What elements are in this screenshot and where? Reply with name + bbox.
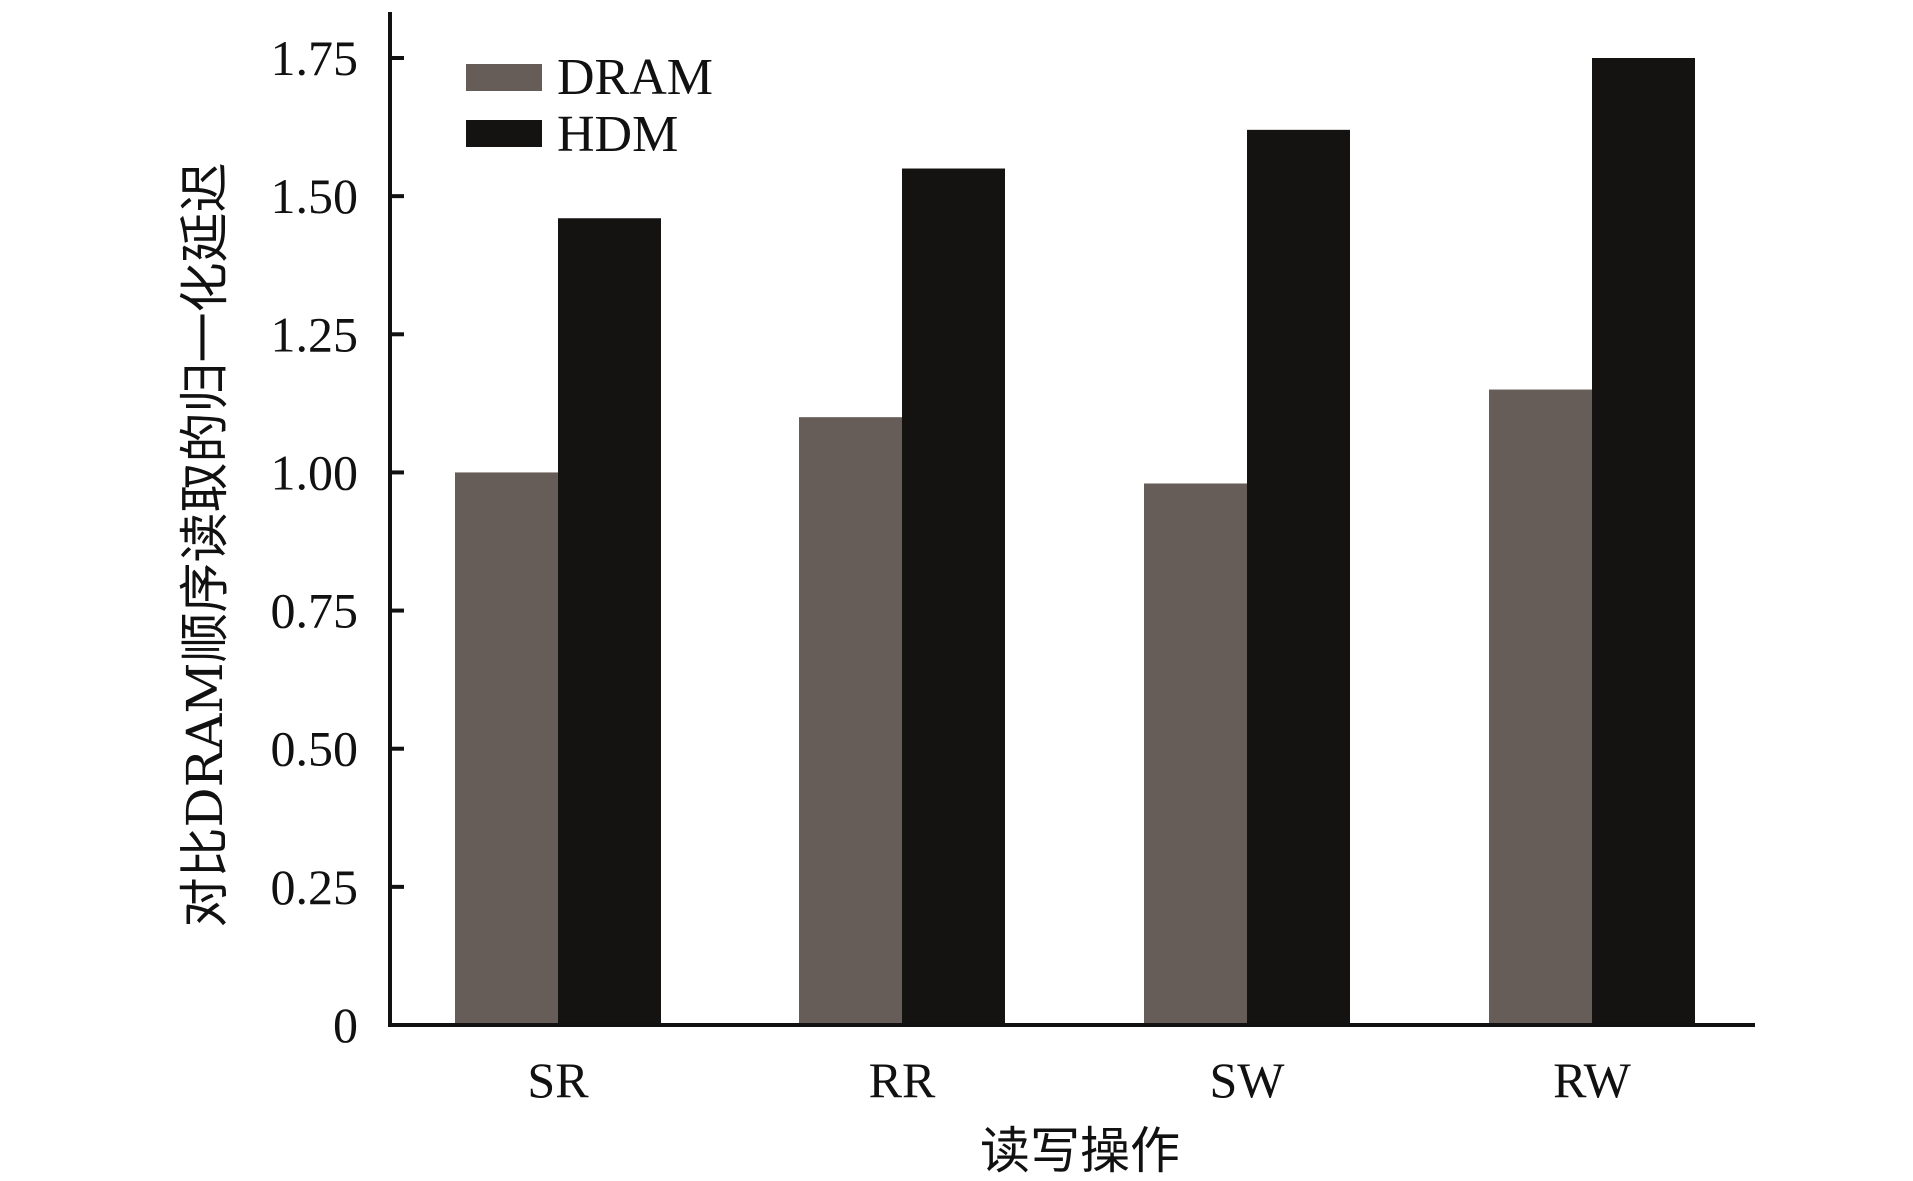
bar-dram-sr: [455, 472, 558, 1025]
legend-label-dram: DRAM: [557, 49, 713, 106]
bar-hdm-sw: [1247, 129, 1350, 1025]
y-axis-title: 对比DRAM顺序读取的归一化延迟: [176, 162, 234, 927]
legend: DRAM HDM: [466, 49, 713, 163]
y-ticks-group: 0 0.25 0.50 0.75 1.00 1.25 1.50 1.75: [271, 30, 404, 1053]
bar-dram-sw: [1144, 483, 1247, 1026]
y-tick-label: 1.75: [271, 30, 359, 86]
bars-group: [455, 58, 1695, 1026]
y-tick-label: 0.50: [271, 721, 359, 777]
y-tick-label: 0: [333, 997, 358, 1053]
y-tick-label: 1.00: [271, 444, 359, 500]
x-tick-label: SR: [527, 1052, 589, 1108]
bar-dram-rr: [799, 417, 902, 1026]
bar-hdm-rr: [902, 168, 1005, 1025]
y-tick-label: 0.75: [271, 583, 359, 639]
x-tick-label: SW: [1210, 1052, 1286, 1108]
y-tick-label: 1.50: [271, 168, 359, 224]
y-tick-label: 1.25: [271, 306, 359, 362]
x-tick-label: RW: [1553, 1052, 1632, 1108]
legend-swatch-dram: [466, 64, 542, 91]
x-tick-labels-group: SR RR SW RW: [527, 1052, 1631, 1108]
legend-label-hdm: HDM: [557, 106, 678, 163]
bar-hdm-sr: [558, 218, 661, 1025]
bar-dram-rw: [1489, 389, 1592, 1025]
legend-swatch-hdm: [466, 120, 542, 147]
bar-hdm-rw: [1592, 58, 1695, 1025]
x-tick-label: RR: [869, 1052, 936, 1108]
axes-group: [388, 12, 1755, 1027]
x-axis-title: 读写操作: [980, 1122, 1180, 1180]
y-tick-label: 0.25: [271, 859, 359, 915]
